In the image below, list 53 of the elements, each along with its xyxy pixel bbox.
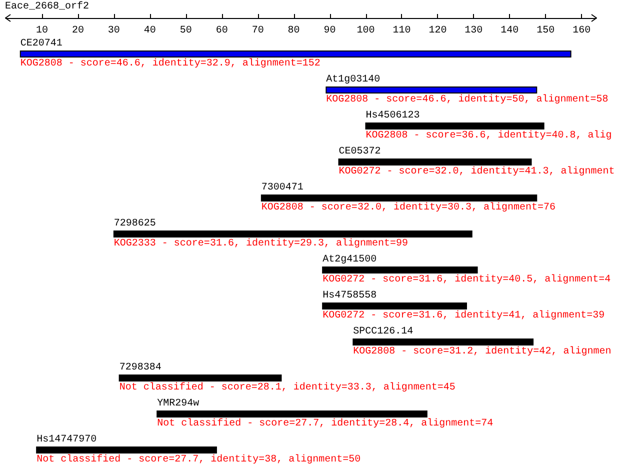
bar: [20, 50, 572, 58]
x-tick-label: 140: [500, 26, 519, 36]
bar: [36, 446, 217, 454]
bar: [260, 194, 538, 202]
x-tick-label: 90: [324, 26, 336, 36]
x-tick-label: 100: [356, 26, 375, 36]
x-tick-label: 60: [216, 26, 228, 36]
bar: [326, 86, 538, 94]
annotation: KOG2808 - score=46.6, identity=32.9, alignment=152: [20, 58, 320, 70]
x-tick-label: 30: [108, 26, 120, 36]
y-tick-label: At1g03140: [326, 74, 380, 86]
y-tick-label: At2g41500: [322, 254, 377, 266]
bar: [113, 230, 472, 238]
bar: [322, 266, 478, 274]
y-tick-label: CE20741: [20, 38, 62, 50]
bar: [118, 374, 282, 382]
annotation: KOG2333 - score=31.6, identity=29.3, alignment=99: [114, 238, 408, 250]
y-tick-label: 7300471: [261, 182, 304, 194]
y-tick-label: 7298625: [114, 218, 156, 230]
x-axis-title: Eace_2668_orf2: [5, 0, 90, 12]
y-tick-label: SPCC126.14: [353, 326, 414, 338]
y-tick-label: Hs4506123: [366, 110, 420, 122]
annotation: KOG2808 - score=32.0, identity=30.3, alignment=76: [261, 202, 556, 214]
annotation: KOG0272 - score=31.6, identity=40.5, alignment=4: [322, 274, 611, 286]
x-tick-label: 150: [536, 26, 555, 36]
bar: [322, 302, 467, 310]
annotation: KOG2808 - score=31.2, identity=42, alignmen: [353, 346, 612, 358]
annotation: KOG0272 - score=32.0, identity=41.3, alignment: [338, 166, 615, 178]
x-tick-label: 20: [72, 26, 84, 36]
x-tick-label: 10: [36, 26, 48, 36]
annotation: KOG0272 - score=31.6, identity=41, alignment=39: [322, 310, 605, 322]
annotation: KOG2808 - score=46.6, identity=50, alignment=58: [326, 94, 608, 106]
y-tick-label: CE05372: [338, 146, 381, 158]
y-tick-label: Hs14747970: [36, 434, 97, 446]
bar: [365, 122, 544, 130]
x-tick-label: 40: [144, 26, 156, 36]
annotation: Not classified - score=28.1, identity=33.3, alignment=45: [119, 382, 456, 394]
y-tick-label: Hs4758558: [322, 290, 377, 302]
bar: [156, 410, 428, 418]
annotation: KOG2808 - score=36.6, identity=40.8, alig: [366, 130, 612, 142]
bar: [352, 338, 534, 346]
annotation: Not classified - score=27.7, identity=28.4, alignment=74: [157, 418, 494, 430]
y-tick-label: YMR294w: [157, 398, 200, 410]
y-tick-label: 7298384: [119, 362, 162, 374]
x-tick-label: 130: [464, 26, 483, 36]
x-tick-label: 160: [572, 26, 591, 36]
annotation: Not classified - score=27.7, identity=38, alignment=50: [36, 454, 361, 466]
x-tick-label: 120: [428, 26, 447, 36]
x-tick-label: 110: [392, 26, 411, 36]
x-tick-label: 50: [180, 26, 192, 36]
x-tick-label: 80: [288, 26, 300, 36]
x-tick-label: 70: [252, 26, 264, 36]
bar: [338, 158, 532, 166]
